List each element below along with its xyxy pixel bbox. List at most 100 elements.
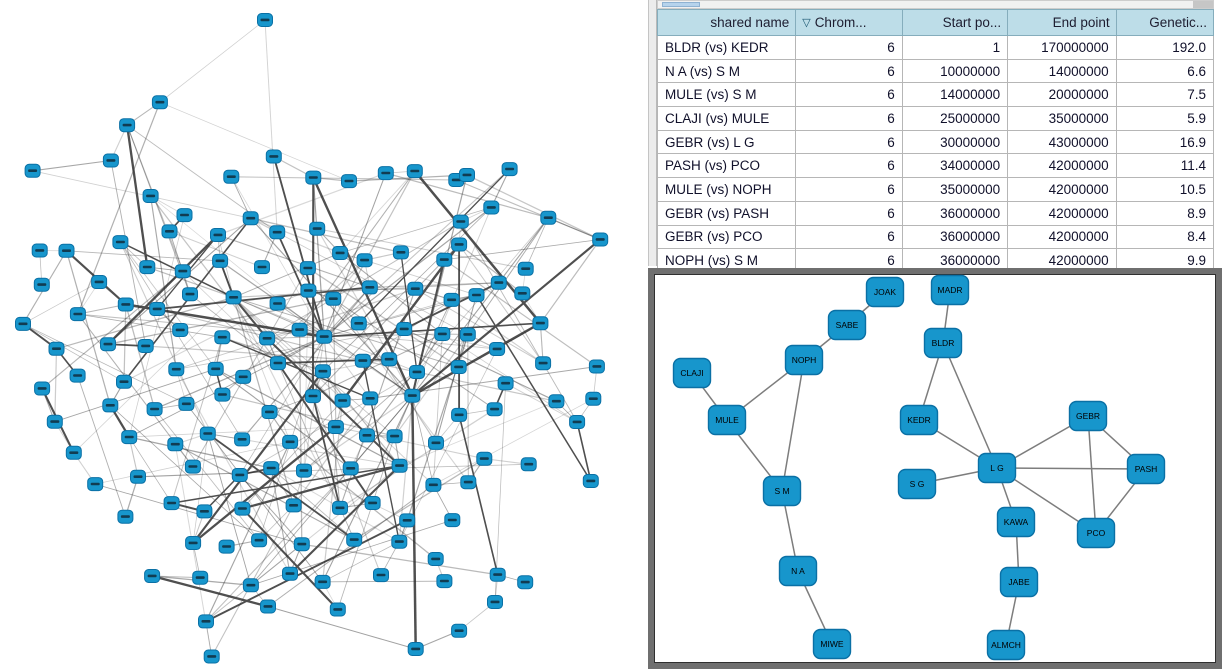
network-edge[interactable] <box>22 281 100 325</box>
network-node[interactable] <box>192 570 209 585</box>
network-node[interactable] <box>257 13 273 27</box>
network-edge[interactable] <box>467 217 549 335</box>
network-edge[interactable] <box>299 170 416 331</box>
network-node[interactable] <box>24 163 41 178</box>
cell-value[interactable]: 6 <box>795 200 903 226</box>
network-node[interactable] <box>459 327 476 342</box>
network-node[interactable] <box>174 264 191 279</box>
cell-value[interactable]: 14000000 <box>1007 58 1117 84</box>
network-edge[interactable] <box>433 398 594 486</box>
network-node[interactable] <box>452 214 469 229</box>
network-edge[interactable] <box>303 463 529 472</box>
network-edge[interactable] <box>120 241 243 440</box>
network-node[interactable] <box>119 118 136 133</box>
network-edge[interactable] <box>460 221 578 423</box>
network-edge[interactable] <box>233 297 395 437</box>
network-edge[interactable] <box>456 179 601 240</box>
subnetwork-node[interactable]: PASH <box>1126 453 1166 485</box>
network-edge[interactable] <box>77 313 223 338</box>
network-node[interactable] <box>497 376 514 391</box>
network-node[interactable] <box>356 253 373 268</box>
network-edge[interactable] <box>362 360 413 396</box>
subnetwork-node[interactable]: L G <box>977 452 1017 484</box>
network-node[interactable] <box>436 574 453 589</box>
network-node[interactable] <box>269 296 286 311</box>
network-node[interactable] <box>254 260 270 275</box>
subnetwork-node[interactable]: KEDR <box>899 404 939 436</box>
network-edge[interactable] <box>339 408 495 509</box>
table-row[interactable]: CLAJI (vs) MULE 6 25000000 35000000 5.9 <box>656 106 1215 131</box>
network-node[interactable] <box>540 210 557 225</box>
cell-value[interactable]: 42000000 <box>1007 224 1117 250</box>
network-node[interactable] <box>178 396 195 411</box>
cell-value[interactable]: 1 <box>901 35 1009 60</box>
subnetwork-node[interactable]: ALMCH <box>986 629 1026 661</box>
network-edge[interactable] <box>230 176 325 337</box>
network-edge[interactable] <box>466 174 601 241</box>
network-node[interactable] <box>196 504 213 519</box>
network-node[interactable] <box>218 539 235 554</box>
network-edge[interactable] <box>264 19 278 233</box>
network-edge[interactable] <box>399 400 557 467</box>
network-node[interactable] <box>443 292 460 307</box>
subnetwork-node[interactable]: BLDR <box>923 327 963 359</box>
network-edge[interactable] <box>192 370 324 544</box>
subnetwork-edge[interactable] <box>996 467 1147 470</box>
network-node[interactable] <box>392 245 409 260</box>
network-edge[interactable] <box>217 172 387 236</box>
subnetwork-node[interactable]: JABE <box>999 566 1039 598</box>
network-node[interactable] <box>396 322 413 336</box>
network-node[interactable] <box>486 402 503 417</box>
network-node[interactable] <box>329 602 346 617</box>
network-edge[interactable] <box>337 436 396 610</box>
table-row[interactable]: N A (vs) S M 6 10000000 14000000 6.6 <box>656 58 1215 84</box>
network-node[interactable] <box>285 498 302 513</box>
network-edge[interactable] <box>77 375 126 517</box>
network-node[interactable] <box>520 457 537 472</box>
network-edge[interactable] <box>505 382 578 423</box>
subnetwork-node[interactable]: MADR <box>930 274 970 306</box>
network-node[interactable] <box>242 578 259 593</box>
network-edge[interactable] <box>323 336 371 399</box>
subnetwork-node[interactable]: SABE <box>827 309 867 341</box>
network-node[interactable] <box>582 474 599 488</box>
network-node[interactable] <box>15 316 31 331</box>
network-edge[interactable] <box>77 313 325 338</box>
network-node[interactable] <box>592 232 609 247</box>
network-edge[interactable] <box>233 297 434 486</box>
network-node[interactable] <box>309 221 326 236</box>
network-edge[interactable] <box>242 259 365 378</box>
network-node[interactable] <box>332 246 349 260</box>
network-edge[interactable] <box>128 436 172 504</box>
network-edge[interactable] <box>277 362 374 504</box>
network-edge[interactable] <box>312 177 325 337</box>
network-node[interactable] <box>102 153 119 168</box>
cell-shared-name[interactable]: MULE (vs) S M <box>656 82 797 108</box>
cell-shared-name[interactable]: GEBR (vs) PCO <box>656 224 797 250</box>
table-row[interactable]: PASH (vs) PCO 6 34000000 42000000 11.4 <box>656 153 1215 179</box>
network-edge[interactable] <box>73 297 234 454</box>
network-node[interactable] <box>69 307 86 322</box>
network-edge[interactable] <box>107 234 219 346</box>
cell-value[interactable]: 42000000 <box>1007 177 1117 202</box>
network-edge[interactable] <box>145 345 363 362</box>
network-node[interactable] <box>409 365 425 379</box>
network-edge[interactable] <box>120 241 217 370</box>
network-node[interactable] <box>425 477 442 492</box>
network-node[interactable] <box>444 513 461 528</box>
network-edge[interactable] <box>150 195 279 364</box>
network-edge[interactable] <box>107 217 252 345</box>
column-header-2[interactable]: ▽ Chrom... <box>795 9 903 36</box>
network-edge[interactable] <box>398 348 498 542</box>
network-edge[interactable] <box>151 574 269 608</box>
network-edge[interactable] <box>411 238 601 397</box>
network-edge[interactable] <box>411 322 542 397</box>
network-edge[interactable] <box>369 282 499 288</box>
network-edge[interactable] <box>362 360 557 402</box>
cell-shared-name[interactable]: N A (vs) S M <box>656 58 797 84</box>
network-edge[interactable] <box>207 432 355 541</box>
network-edge[interactable] <box>241 507 339 611</box>
network-node[interactable] <box>489 342 506 356</box>
network-node[interactable] <box>291 322 308 337</box>
network-edge[interactable] <box>157 286 370 310</box>
